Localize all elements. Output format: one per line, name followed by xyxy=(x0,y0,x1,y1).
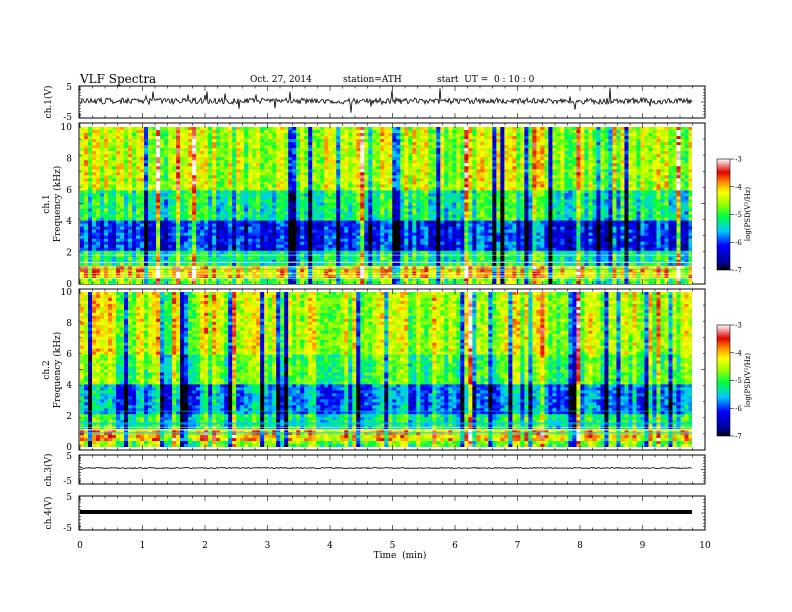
ch2-channel-label: ch.2 xyxy=(42,360,52,379)
x-axis-label: Time (min) xyxy=(374,550,427,561)
x-axis-tick-labels: 0 1 2 3 4 5 6 7 8 9 10 xyxy=(77,541,711,551)
ch1-voltage-label: ch.1(V) xyxy=(43,86,54,119)
ch1-frequency-label: Frequency (kHz) xyxy=(52,166,63,243)
waveform-ch3-line xyxy=(79,466,693,470)
ch1-ytick: 5 xyxy=(66,83,72,93)
colorbar-ch1 xyxy=(716,158,731,271)
colorbar-tick-label: -4 xyxy=(735,349,742,357)
frequency-ytick: 10 xyxy=(61,123,73,133)
colorbar-tick-label: -5 xyxy=(735,377,742,385)
ch3-ytick: 5 xyxy=(66,452,72,462)
panel-ch3-waveform-frame xyxy=(78,454,706,485)
colorbar-tick-label: -4 xyxy=(735,183,742,191)
figure-title: VLF Spectra xyxy=(79,72,156,86)
x-tick-label: 5 xyxy=(390,541,396,551)
frequency-ytick: 2 xyxy=(66,249,72,259)
axis-ticks xyxy=(79,85,706,531)
colorbar-tick-label: -3 xyxy=(735,156,742,164)
colorbar-ch1-label: log(PSD(V²/Hz) xyxy=(744,187,752,242)
colorbar-tick-label: -6 xyxy=(735,239,742,247)
x-tick-label: 9 xyxy=(640,541,646,551)
frequency-ytick: 8 xyxy=(66,319,72,329)
x-tick-label: 8 xyxy=(577,541,583,551)
x-tick-label: 1 xyxy=(140,541,146,551)
ch3-voltage-label: ch.3(V) xyxy=(43,454,54,487)
colorbar-ch2 xyxy=(716,324,731,437)
ch4-ytick: 5 xyxy=(66,493,72,503)
frequency-ytick: 8 xyxy=(66,154,72,164)
ch3-ytick: -5 xyxy=(63,477,72,487)
header-date: Oct. 27, 2014 xyxy=(250,75,312,85)
frequency-ytick: 0 xyxy=(66,443,72,453)
ch4-ytick: -5 xyxy=(63,524,72,534)
ch1-ytick: -5 xyxy=(63,113,72,123)
frequency-ytick: 0 xyxy=(66,280,72,290)
spectrogram-ch1 xyxy=(80,127,692,284)
x-tick-label: 10 xyxy=(699,541,711,551)
x-tick-label: 3 xyxy=(265,541,271,551)
x-tick-label: 7 xyxy=(515,541,521,551)
colorbar-ticks: -3 -4 -5 -6 -7 -3 -4 -5 -6 -7 xyxy=(730,156,742,441)
x-tick-label: 2 xyxy=(202,541,208,551)
ch2-frequency-label: Frequency (kHz) xyxy=(52,332,63,409)
x-tick-label: 0 xyxy=(77,541,83,551)
colorbar-tick-label: -6 xyxy=(735,405,742,413)
ch1-channel-label: ch.1 xyxy=(42,194,52,213)
ch4-voltage-label: ch.4(V) xyxy=(43,497,54,530)
x-tick-label: 4 xyxy=(327,541,333,551)
spectrogram-ch2 xyxy=(80,292,692,447)
frequency-ytick: 6 xyxy=(66,350,72,360)
frequency-ytick: 2 xyxy=(66,412,72,422)
frequency-ytick: 6 xyxy=(66,186,72,196)
waveform-ch1-line xyxy=(80,87,693,113)
frequency-ytick: 4 xyxy=(66,217,72,227)
colorbar-tick-label: -5 xyxy=(735,211,742,219)
x-tick-label: 6 xyxy=(452,541,458,551)
header-station: station=ATH xyxy=(343,75,402,85)
frequency-ytick: 10 xyxy=(61,288,73,298)
colorbar-tick-label: -3 xyxy=(735,322,742,330)
colorbar-tick-label: -7 xyxy=(735,433,742,441)
colorbar-tick-label: -7 xyxy=(735,267,742,275)
header-start-time: start UT = 0 : 10 : 0 xyxy=(437,75,535,85)
colorbar-ch2-label: log(PSD(V²/Hz) xyxy=(744,353,752,408)
frequency-ytick: 4 xyxy=(66,381,72,391)
